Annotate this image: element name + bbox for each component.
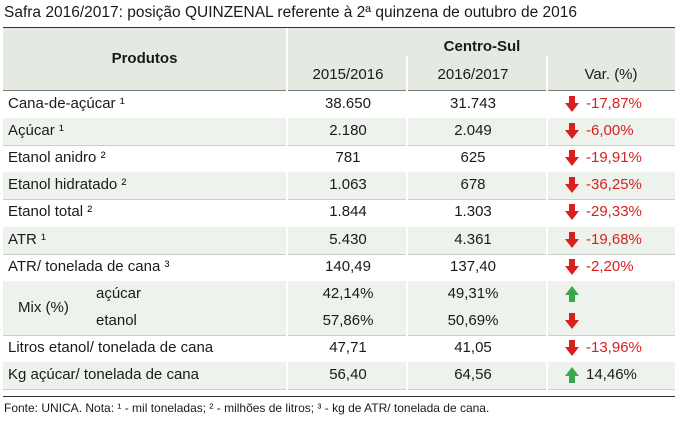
- row-label: Etanol hidratado ²: [8, 176, 127, 194]
- arrow-down-icon: [563, 95, 581, 113]
- cell-2016: 678: [460, 176, 486, 194]
- table-row-bg: [3, 280, 675, 335]
- row-divider: [3, 199, 675, 201]
- cell-2015: 57,86%: [322, 311, 374, 329]
- top-rule: [3, 27, 675, 28]
- cell-2015: 2.180: [329, 122, 367, 140]
- cell-2015: 5.430: [329, 230, 367, 248]
- cell-2016: 50,69%: [447, 311, 499, 329]
- cell-2015: 56,40: [329, 366, 367, 383]
- cell-var: -19,68%: [586, 230, 642, 248]
- cell-2015: 42,14%: [322, 284, 374, 302]
- cell-2016: 49,31%: [447, 284, 499, 302]
- cell-2016: 64,56: [454, 366, 492, 383]
- cell-var: -2,20%: [586, 257, 634, 275]
- column-separator: [286, 56, 288, 396]
- row-label: Cana-de-açúcar ¹: [8, 95, 125, 112]
- cell-2016: 41,05: [454, 338, 492, 356]
- cell-var: 14,46%: [586, 366, 637, 383]
- header-col-2015: 2015/2016: [312, 66, 384, 83]
- column-separator: [286, 28, 288, 56]
- cell-2016: 137,40: [450, 257, 496, 275]
- arrow-down-icon: [563, 203, 581, 221]
- row-label: Litros etanol/ tonelada de cana: [8, 338, 214, 356]
- column-separator: [546, 56, 548, 396]
- cell-var: -6,00%: [586, 122, 634, 140]
- cell-2015: 1.063: [329, 176, 367, 194]
- cell-2016: 2.049: [454, 122, 492, 140]
- row-divider: [3, 334, 675, 336]
- cell-2016: 1.303: [454, 203, 492, 221]
- row-label: ATR/ tonelada de cana ³: [8, 257, 170, 275]
- cell-var: -19,91%: [586, 149, 642, 167]
- cell-2015: 38.650: [325, 95, 371, 112]
- cell-2016: 4.361: [454, 230, 492, 248]
- header-centro-sul: Centro-Sul: [443, 38, 521, 55]
- cell-var: -13,96%: [586, 338, 642, 356]
- row-label: Açúcar ¹: [8, 122, 64, 140]
- arrow-down-icon: [563, 122, 581, 140]
- arrow-down-icon: [563, 312, 581, 330]
- row-divider: [3, 389, 675, 391]
- arrow-down-icon: [563, 339, 581, 357]
- table-row-bg: [3, 118, 675, 146]
- arrow-down-icon: [563, 258, 581, 276]
- arrow-down-icon: [563, 176, 581, 194]
- table-title: Safra 2016/2017: posição QUINZENAL refer…: [4, 4, 578, 21]
- cell-2015: 140,49: [325, 257, 371, 275]
- row-label: Etanol anidro ²: [8, 149, 106, 167]
- cell-var: -17,87%: [586, 95, 642, 112]
- mix-sub-label: açúcar: [96, 284, 142, 302]
- table-header: [3, 28, 675, 90]
- bottom-rule: [3, 396, 675, 397]
- cell-2015: 781: [335, 149, 361, 167]
- row-divider: [3, 253, 675, 255]
- cell-var: -36,25%: [586, 176, 642, 194]
- row-label: Kg açúcar/ tonelada de cana: [8, 366, 199, 383]
- column-separator: [406, 56, 408, 396]
- header-col-var: Var. (%): [584, 66, 638, 83]
- cell-2016: 31.743: [450, 95, 496, 112]
- cell-2015: 1.844: [329, 203, 367, 221]
- mix-sub-label: etanol: [96, 311, 137, 329]
- arrow-down-icon: [563, 149, 581, 167]
- mix-label: Mix (%): [18, 298, 69, 316]
- header-rule: [3, 90, 675, 91]
- header-produtos: Produtos: [111, 50, 178, 67]
- cell-var: -29,33%: [586, 203, 642, 221]
- footnote: Fonte: UNICA. Nota: ¹ - mil toneladas; ²…: [4, 401, 490, 415]
- row-label: Etanol total ²: [8, 203, 93, 221]
- cell-2016: 625: [460, 149, 486, 167]
- row-divider: [3, 145, 675, 147]
- header-col-2016: 2016/2017: [437, 66, 509, 83]
- arrow-up-icon: [563, 285, 581, 303]
- arrow-up-icon: [563, 366, 581, 384]
- table-row-bg: [3, 172, 675, 200]
- table-row-bg: [3, 226, 675, 254]
- table-row-bg: [3, 362, 675, 390]
- row-label: ATR ¹: [8, 230, 47, 248]
- cell-2015: 47,71: [329, 338, 367, 356]
- arrow-down-icon: [563, 231, 581, 249]
